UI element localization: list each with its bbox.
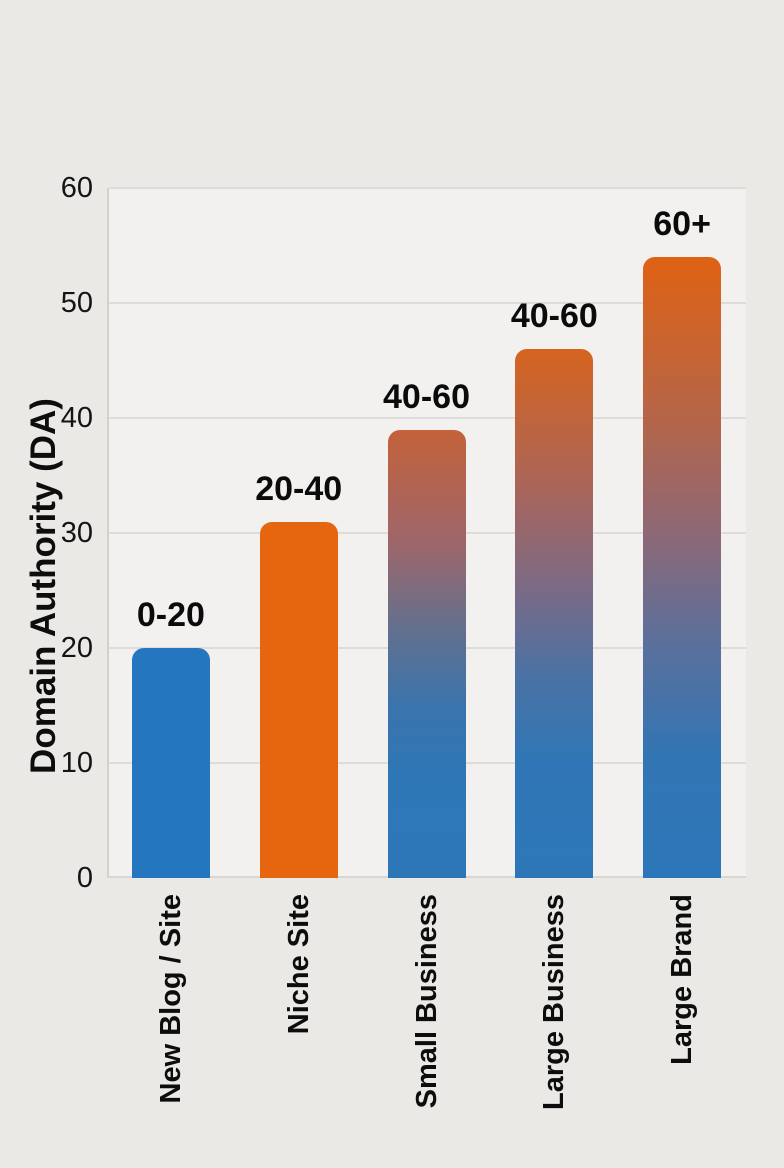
x-tick-label-small-business: Small Business (410, 894, 443, 1109)
y-axis-title: Domain Authority (DA) (24, 398, 63, 774)
gridline-40 (109, 417, 746, 419)
bar-value-label-niche-site: 20-40 (255, 469, 343, 508)
bar-small-business (387, 429, 466, 878)
bar-niche-site (259, 521, 338, 878)
y-tick-label-50: 50 (60, 287, 93, 319)
x-tick-label-large-brand: Large Brand (666, 894, 699, 1065)
y-tick-label-20: 20 (60, 632, 93, 664)
gridline-60 (109, 187, 746, 189)
gridline-50 (109, 302, 746, 304)
y-tick-label-60: 60 (60, 172, 93, 204)
bar-new-blog-site (131, 648, 210, 878)
x-tick-label-large-business: Large Business (538, 894, 571, 1110)
y-tick-label-40: 40 (60, 402, 93, 434)
bar-value-label-large-brand: 60+ (653, 205, 711, 243)
bar-large-business (515, 349, 594, 878)
bar-value-label-small-business: 40-60 (383, 377, 470, 416)
x-tick-label-niche-site: Niche Site (282, 894, 315, 1035)
bar-value-label-new-blog-site: 0-20 (136, 596, 205, 634)
bar-value-label-large-business: 40-60 (510, 297, 598, 335)
y-tick-label-10: 10 (60, 747, 93, 779)
x-tick-label-new-blog-site: New Blog / Site (154, 894, 187, 1104)
y-tick-label-30: 30 (60, 517, 93, 549)
y-tick-label-0: 0 (76, 862, 93, 894)
bar-large-brand (643, 257, 722, 878)
